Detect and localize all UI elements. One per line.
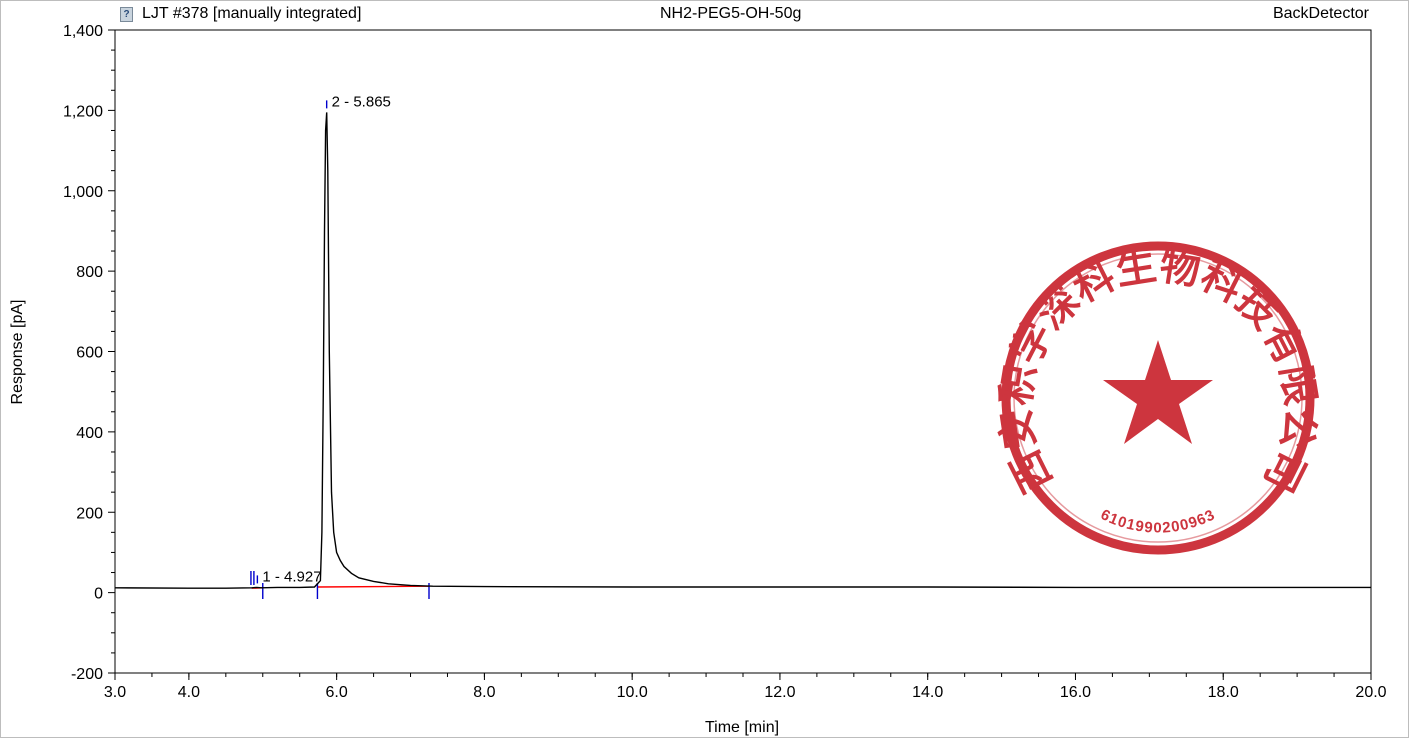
y-tick-label: 400 [76, 425, 103, 442]
y-tick-label: 200 [76, 505, 103, 522]
injection-title: LJT #378 [manually integrated] [142, 5, 362, 22]
x-tick-label: 3.0 [104, 684, 126, 701]
baseline-segment [317, 585, 430, 588]
detector-name: BackDetector [1272, 5, 1369, 22]
y-tick-label: 800 [76, 264, 103, 281]
x-tick-label: 10.0 [617, 684, 648, 701]
y-tick-label: 1,200 [63, 103, 103, 120]
y-tick-label: 600 [76, 345, 103, 362]
y-tick-label: 1,000 [63, 184, 103, 201]
sample-name: NH2-PEG5-OH-50g [660, 5, 802, 22]
x-tick-label: 12.0 [764, 684, 795, 701]
x-tick-label: 6.0 [326, 684, 348, 701]
x-tick-label: 16.0 [1060, 684, 1091, 701]
x-tick-label: 8.0 [473, 684, 495, 701]
y-tick-label: 1,400 [63, 23, 103, 40]
y-axis-label: Response [pA] [9, 300, 26, 405]
y-axis: -200 0 200 400 600 800 1,000 1,200 1,400 [63, 23, 115, 683]
peak-label: 2 - 5.865 [332, 93, 391, 110]
chromatogram-trace [114, 112, 1371, 589]
peak-labels: 1 - 4.927 2 - 5.865 [256, 93, 391, 585]
y-tick-label: 0 [94, 586, 103, 603]
x-tick-label: 20.0 [1355, 684, 1386, 701]
x-tick-label: 14.0 [912, 684, 943, 701]
x-tick-label: 18.0 [1208, 684, 1239, 701]
x-axis: 3.0 4.0 6.0 8.0 10.0 12.0 14.0 16.0 18.0 20.0 [104, 673, 1387, 701]
x-tick-label: 4.0 [178, 684, 200, 701]
peak-label: 1 - 4.927 [262, 568, 321, 585]
document-question-icon: ? [120, 7, 133, 22]
y-tick-label: -200 [71, 666, 103, 683]
x-axis-label: Time [min] [705, 719, 779, 736]
